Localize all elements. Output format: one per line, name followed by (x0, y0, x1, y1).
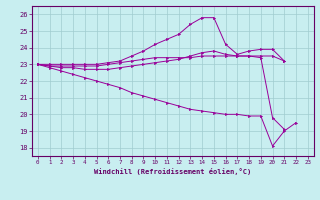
X-axis label: Windchill (Refroidissement éolien,°C): Windchill (Refroidissement éolien,°C) (94, 168, 252, 175)
